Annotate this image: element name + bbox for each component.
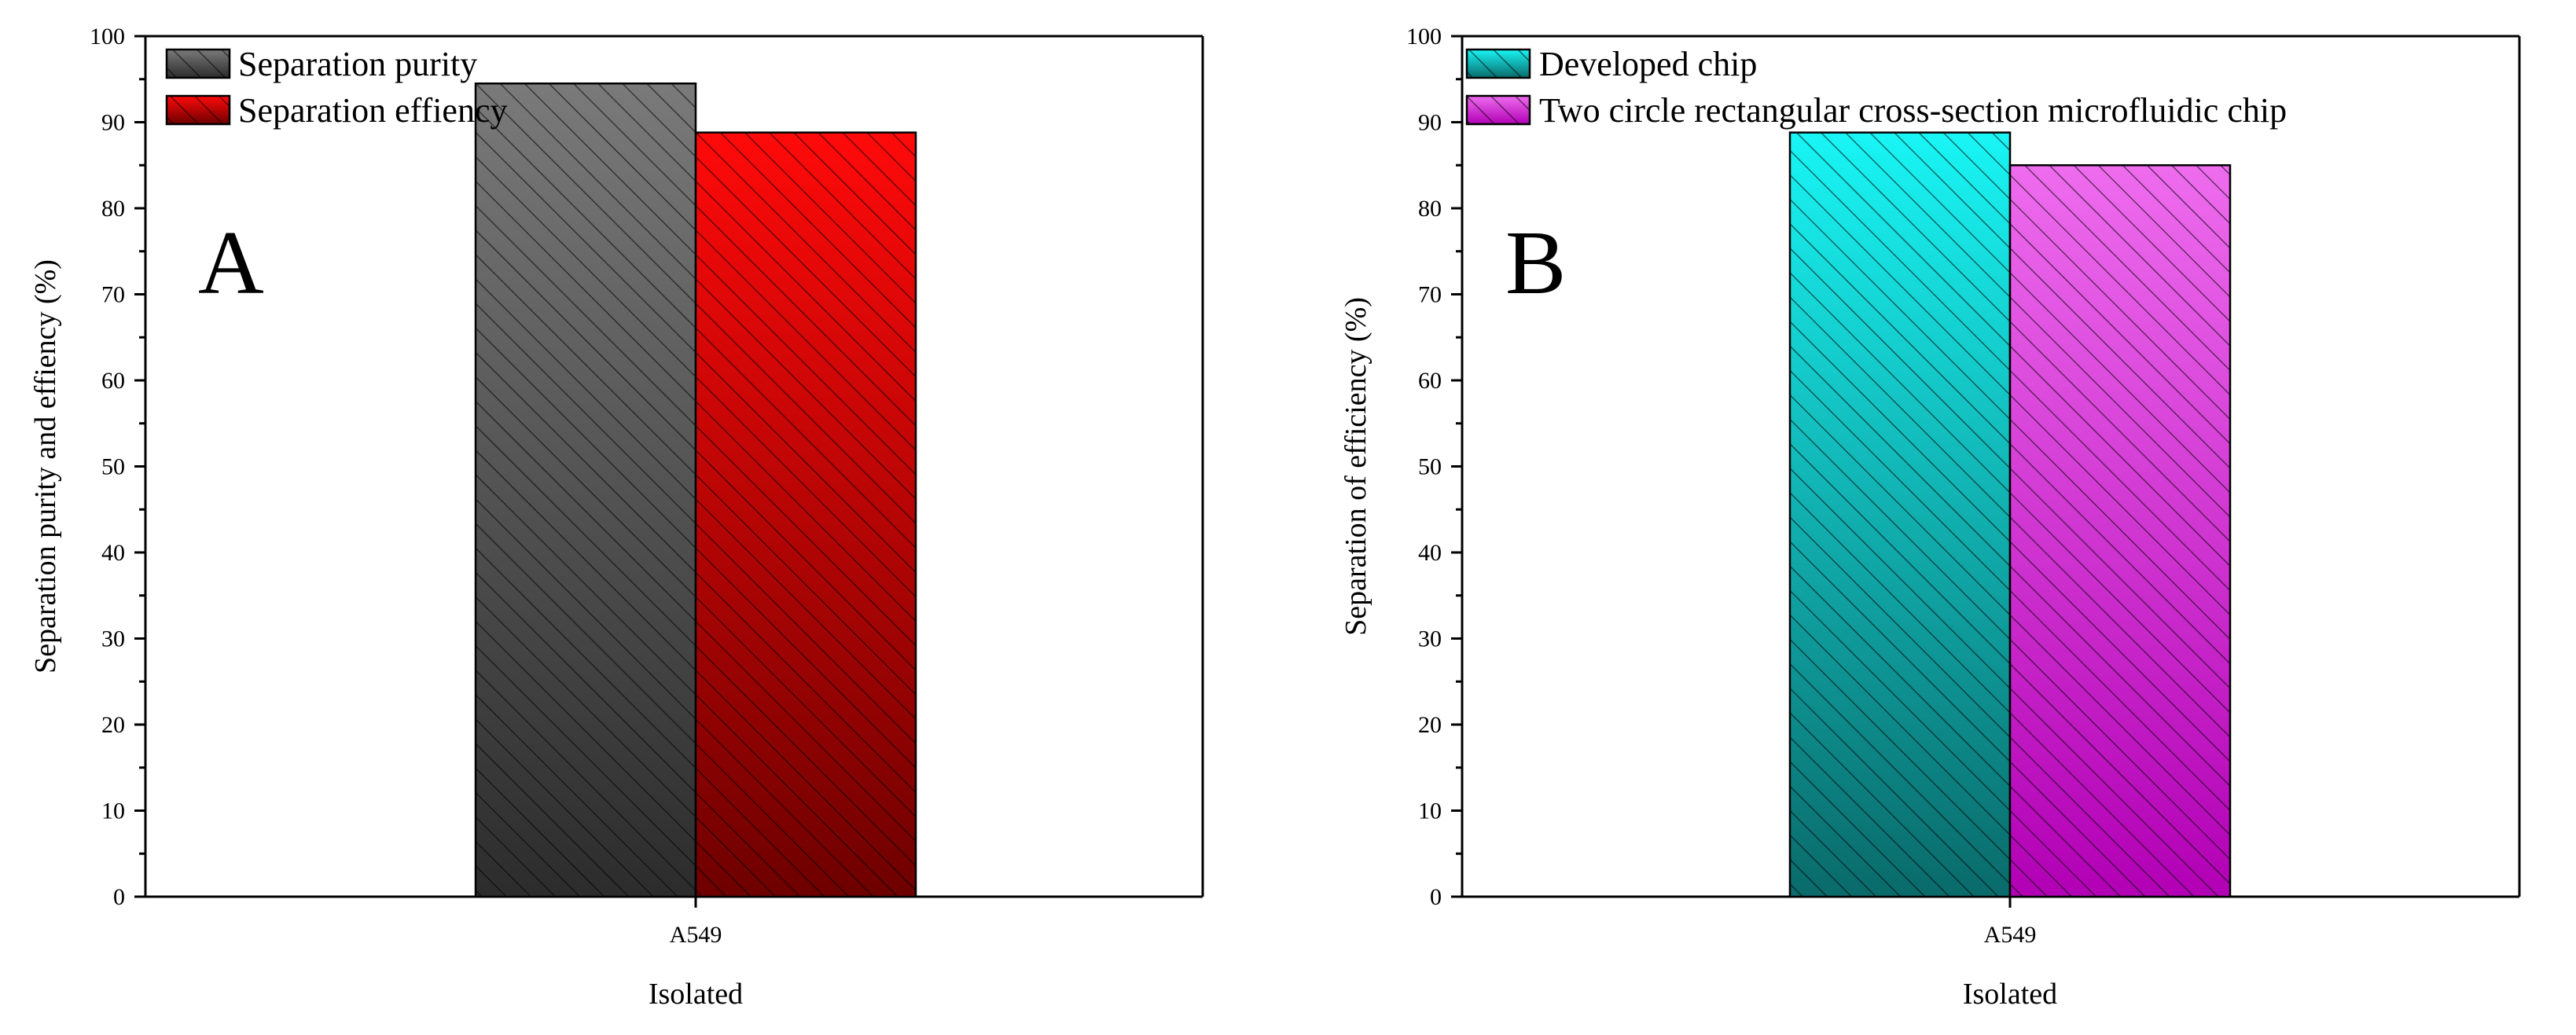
panel-a-y-axis-title: Separation purity and effiency (%): [29, 259, 62, 673]
panel-a-y-tick-label: 90: [101, 110, 125, 136]
panel-b-y-tick-label: 70: [1418, 282, 1442, 308]
panel-b-y-tick-label: 60: [1418, 368, 1442, 394]
panel-b-legend-swatch-2: [1465, 94, 1531, 126]
panel-b-legend-swatch-1: [1465, 48, 1531, 79]
panel-b-x-axis-title: Isolated: [1963, 978, 2057, 1011]
panel-a-legend-swatch-1: [165, 48, 231, 79]
panel-a-y-tick-label: 60: [101, 368, 125, 394]
panel-a-y-tick-label: 70: [101, 282, 125, 308]
panel-b-y-tick-label: 0: [1430, 884, 1442, 910]
panel-a-y-tick-label: 50: [101, 454, 125, 480]
panel-a-bar-2: [694, 131, 917, 898]
panel-b-x-tick-label: A549: [1984, 922, 2037, 948]
panel-a-bar-hatch-1: [474, 82, 697, 898]
panel-a-y-tick-label: 20: [101, 712, 125, 738]
panel-b-bar-hatch-1: [1788, 131, 2012, 898]
panel-a-legend-swatch-2: [165, 94, 231, 126]
panel-b-bar-1: [1788, 131, 2012, 898]
panel-b: 0 10 20 30 40 50 60 70 80 90 100 B Separation of eff…: [1339, 24, 2521, 1011]
panel-b-y-axis-title: Separation of efficiency (%): [1339, 297, 1373, 636]
panel-b-y-tick-label: 10: [1418, 798, 1442, 824]
panel-b-letter: B: [1505, 213, 1566, 314]
panel-b-bar-2: [2008, 164, 2232, 898]
panel-b-legend-label-1: Developed chip: [1539, 45, 1757, 83]
panel-a-y-tick-label: 10: [101, 798, 125, 824]
panel-a-legend-label-2: Separation effiency: [238, 91, 507, 130]
panel-b-y-tick-label: 50: [1418, 454, 1442, 480]
panel-a-x-tick-label: A549: [670, 922, 722, 948]
panel-a-y-tick-label: 40: [101, 540, 125, 566]
panel-a-y-tick-label: 0: [113, 884, 125, 910]
panel-b-y-tick-label: 20: [1418, 712, 1442, 738]
panel-a-y-tick-label: 80: [101, 196, 125, 222]
panel-b-y-tick-label: 30: [1418, 626, 1442, 652]
panel-a: 0 10 20 30 40 50 60 70 80 90 100 A Separation purity…: [29, 24, 1204, 1011]
panel-a-y-tick-label: 100: [90, 24, 125, 50]
panel-a-bar-1: [474, 82, 697, 898]
panel-a-letter: A: [198, 213, 264, 314]
panel-b-y-tick-label: 90: [1418, 110, 1442, 136]
panel-a-x-axis-title: Isolated: [649, 978, 743, 1011]
panel-b-legend-label-2: Two circle rectangular cross-section mic…: [1539, 91, 2287, 130]
panel-a-legend-label-1: Separation purity: [238, 45, 477, 83]
panel-b-y-tick-label: 40: [1418, 540, 1442, 566]
panel-b-bar-hatch-2: [2008, 164, 2232, 898]
panel-a-y-tick-label: 30: [101, 626, 125, 652]
panel-b-y-tick-label: 80: [1418, 196, 1442, 222]
panel-a-bar-hatch-2: [694, 131, 917, 898]
panel-b-y-tick-label: 100: [1406, 24, 1442, 50]
